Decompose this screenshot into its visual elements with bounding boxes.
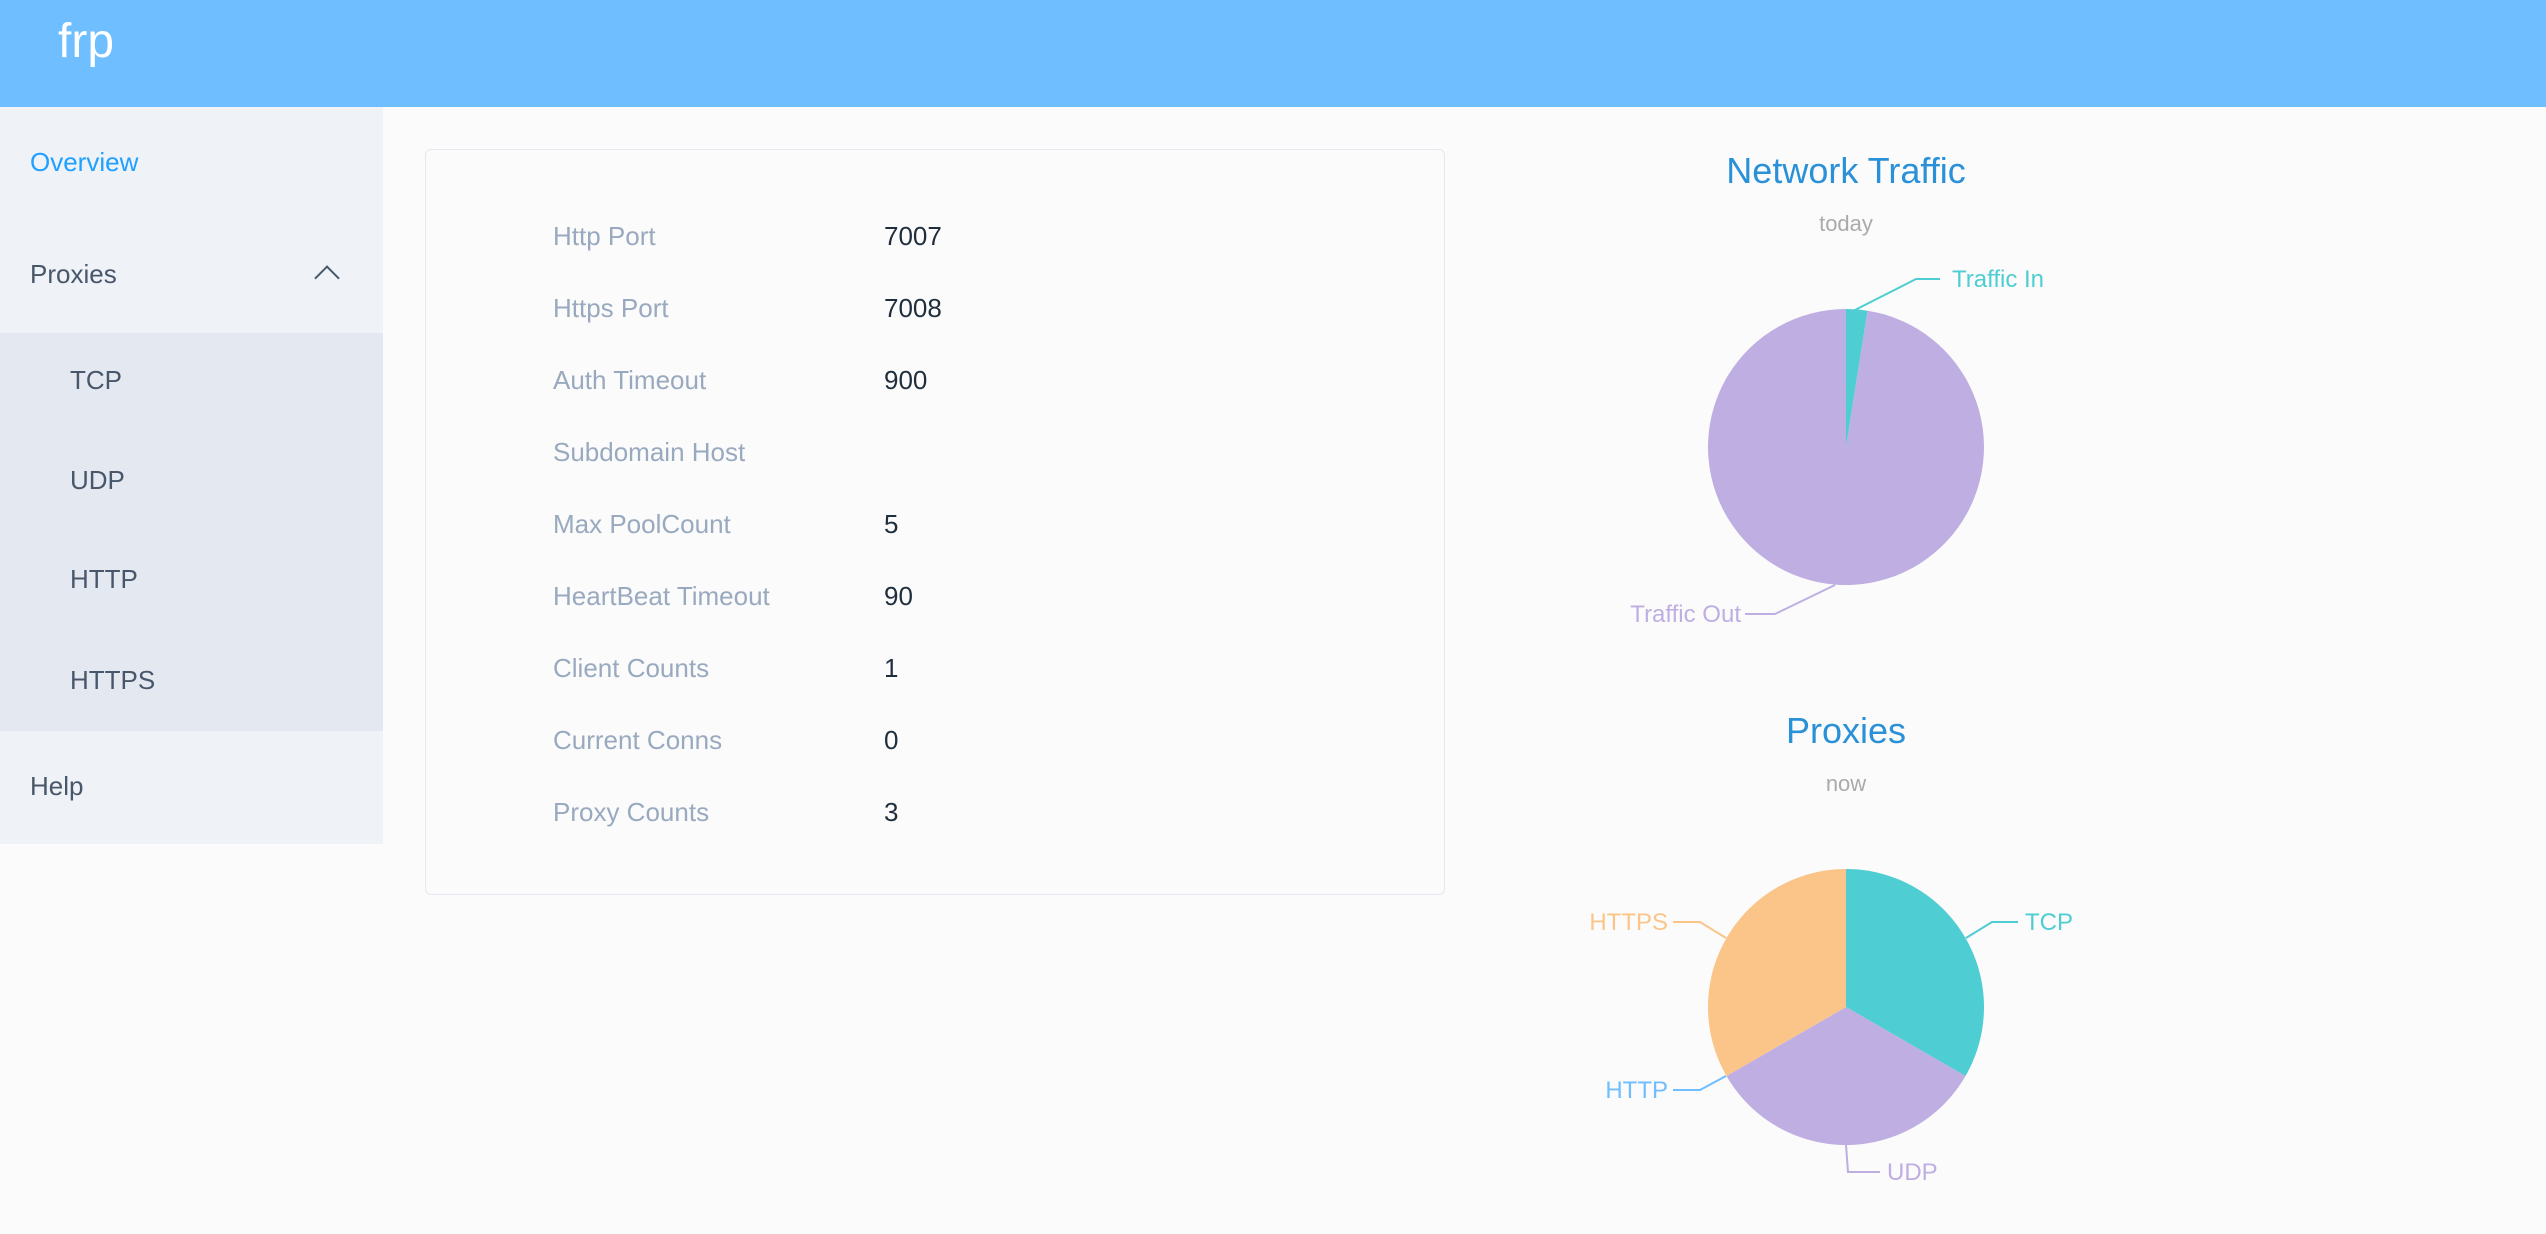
pie-label: UDP xyxy=(1887,1159,1938,1186)
label-line xyxy=(1745,584,1836,615)
label-line xyxy=(1845,1144,1880,1173)
info-value: 7007 xyxy=(884,221,942,251)
info-label: Auth Timeout xyxy=(553,365,707,395)
pie-slice-tcp[interactable] xyxy=(1846,869,1984,1076)
label-line xyxy=(1850,278,1940,313)
sidebar-item-http[interactable]: HTTP xyxy=(70,564,138,594)
label-line xyxy=(1965,921,2018,939)
label-line xyxy=(1673,1075,1727,1091)
sidebar-item-https[interactable]: HTTPS xyxy=(70,665,156,695)
pie-label: TCP xyxy=(2025,909,2073,936)
top-header: frp xyxy=(0,0,2546,107)
server-info-card: Http Port 7007 Https Port 7008 Auth Timeout 9… xyxy=(425,149,1445,895)
info-label: Max PoolCount xyxy=(553,509,731,539)
info-value: 90 xyxy=(884,581,913,611)
info-label: Http Port xyxy=(553,221,656,251)
info-label: Current Conns xyxy=(553,725,723,755)
proxies-submenu xyxy=(0,333,383,731)
info-value: 5 xyxy=(884,509,899,539)
proxies-chart-subtitle: now xyxy=(1825,771,1867,796)
info-value: 7008 xyxy=(884,293,942,323)
info-label: Https Port xyxy=(553,293,669,323)
pie-label: Traffic In xyxy=(1952,266,2044,293)
app-logo[interactable]: frp xyxy=(58,15,115,68)
proxies-chart-title: Proxies xyxy=(1785,710,1907,751)
traffic-chart-subtitle: today xyxy=(1819,211,1873,236)
info-label: Proxy Counts xyxy=(553,797,710,827)
info-value: 1 xyxy=(884,653,899,683)
traffic-chart-title: Network Traffic xyxy=(1726,150,1966,191)
pie-label: Traffic Out xyxy=(1630,601,1741,628)
sidebar-item-proxies[interactable]: Proxies xyxy=(30,259,117,289)
info-label: Client Counts xyxy=(553,653,710,683)
sidebar-item-help[interactable]: Help xyxy=(30,771,84,801)
sidebar-item-udp[interactable]: UDP xyxy=(70,465,125,495)
pie-label: HTTPS xyxy=(1589,909,1668,936)
info-value: 900 xyxy=(884,365,928,395)
sidebar: Overview Proxies TCP UDP HTTP HTTPS Help xyxy=(0,107,383,844)
pie-label: HTTP xyxy=(1605,1077,1668,1104)
label-line xyxy=(1673,921,1727,939)
sidebar-item-overview[interactable]: Overview xyxy=(30,147,139,177)
info-label: Subdomain Host xyxy=(553,437,746,467)
pie-slice-traffic-in[interactable] xyxy=(1846,309,1868,447)
pie-slice-traffic-out[interactable] xyxy=(1708,309,1984,585)
pie-slice-https[interactable] xyxy=(1708,869,1846,1076)
sidebar-item-tcp[interactable]: TCP xyxy=(70,365,122,395)
info-value: 3 xyxy=(884,797,899,827)
info-value: 0 xyxy=(884,725,899,755)
info-label: HeartBeat Timeout xyxy=(553,581,770,611)
